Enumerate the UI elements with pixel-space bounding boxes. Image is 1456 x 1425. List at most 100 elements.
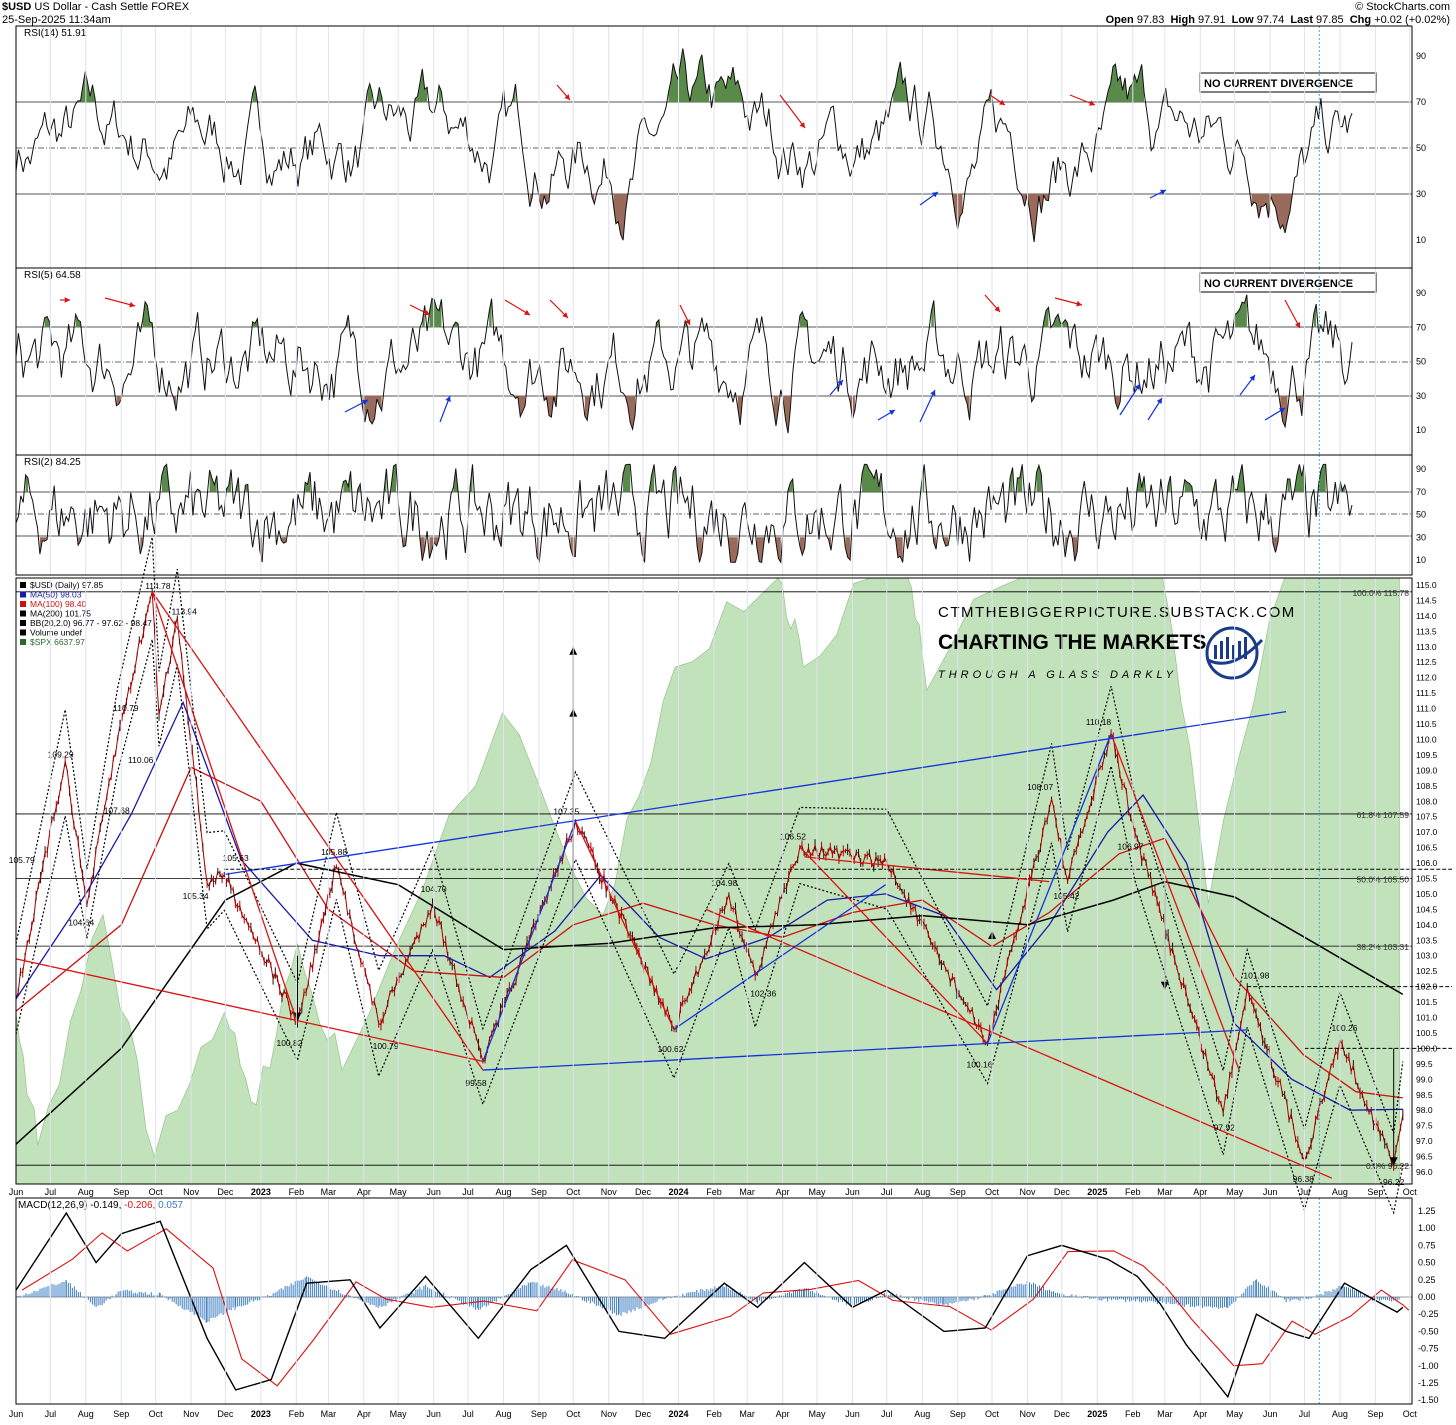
price-axis-tick: 113.5 <box>1416 626 1437 636</box>
x-axis-label: Apr <box>1193 1187 1207 1197</box>
rsi5-panel: 90 70 50 30 10 RSI(5) 64.58 NO CURRENT DIVERGE… <box>15 270 1426 435</box>
last-value: 97.85 <box>1316 14 1344 26</box>
rsi-tick-label: 10 <box>1416 425 1426 435</box>
price-level-label: 110.18 <box>1086 717 1112 727</box>
logo-candle <box>1238 641 1241 659</box>
divergence-arrow <box>556 84 571 101</box>
x-axis-label: 2023 <box>251 1409 271 1419</box>
divergence-arrow <box>829 379 844 396</box>
macd-signal-line <box>21 1228 1410 1387</box>
trend-line <box>705 908 1333 1179</box>
logo-candle <box>1232 645 1235 659</box>
macd-tick-label: -1.25 <box>1418 1378 1439 1388</box>
market: FOREX <box>151 1 190 13</box>
divergence-arrow <box>439 395 451 423</box>
divergence-arrow <box>779 94 806 129</box>
x-axis-label: May <box>808 1187 826 1197</box>
divergence-arrow <box>549 299 569 319</box>
x-axis-label: May <box>390 1409 408 1419</box>
rsi14-label: RSI(14) 51.91 <box>24 28 87 39</box>
price-axis-tick: 114.5 <box>1416 595 1437 605</box>
divergence-line <box>1119 383 1141 416</box>
arrow-head <box>1294 322 1301 328</box>
divergence-arrow <box>409 304 431 316</box>
trend-line <box>151 591 299 1024</box>
legend-swatch <box>20 620 26 626</box>
price-level-label: 114.78 <box>145 581 171 591</box>
x-axis-label: May <box>1226 1187 1244 1197</box>
x-axis-label: Sep <box>950 1187 966 1197</box>
source-credit: © StockCharts.com <box>1355 1 1450 13</box>
price-level-label: 105.63 <box>223 853 249 863</box>
x-axis-label: Jul <box>1299 1187 1311 1197</box>
rsi14-panel: 90 70 50 30 10 RSI(14) 51.91 NO CURRENT DIVERG… <box>15 28 1426 245</box>
macd-tick-label: 0.25 <box>1418 1275 1436 1285</box>
arrow-head <box>1076 300 1082 307</box>
price-level-label: 104.98 <box>711 878 737 888</box>
rsi-tick-label: 10 <box>1416 555 1426 565</box>
x-axis-label: Aug <box>495 1409 511 1419</box>
x-axis-label: Jul <box>881 1409 893 1419</box>
x-axis-label: Mar <box>321 1409 337 1419</box>
arrow-head <box>362 399 368 405</box>
price-level-label: 107.35 <box>553 807 579 817</box>
arrow-head <box>837 380 843 386</box>
x-axis-label: 2023 <box>251 1187 271 1197</box>
price-level-label: 113.94 <box>172 607 198 617</box>
rsi-tick-label: 90 <box>1416 288 1426 298</box>
chg-value: +0.02 (+0.02%) <box>1374 14 1450 26</box>
legend-swatch <box>20 639 26 645</box>
x-axis-label: Feb <box>706 1409 722 1419</box>
price-axis-tick: 101.0 <box>1416 1013 1438 1023</box>
rsi2-line <box>15 463 1353 564</box>
x-axis-label: Oct <box>985 1187 1000 1197</box>
rsi-tick-label: 50 <box>1416 357 1426 367</box>
arrow-head <box>932 192 938 198</box>
arrow-head <box>1279 408 1285 414</box>
rsi14-line <box>15 48 1353 242</box>
high-label: High <box>1170 14 1195 26</box>
price-level-label: 105.34 <box>183 891 209 901</box>
x-axis-label: Feb <box>1125 1187 1141 1197</box>
x-axis-label: Jun <box>1263 1187 1278 1197</box>
macd-tick-label: -0.25 <box>1418 1309 1439 1319</box>
price-axis-tick: 111.5 <box>1416 688 1436 698</box>
x-axis-label: Mar <box>739 1409 755 1419</box>
arrow-head <box>564 94 570 100</box>
divergence-arrow <box>504 299 531 316</box>
x-axis-label: May <box>390 1187 408 1197</box>
x-axis-label: Mar <box>321 1187 337 1197</box>
macd-tick-label: -1.00 <box>1418 1361 1439 1371</box>
divergence-arrow <box>1119 383 1141 416</box>
x-axis-label: Jun <box>426 1409 441 1419</box>
price-axis-tick: 100.5 <box>1416 1028 1438 1038</box>
overbought-fill <box>78 48 1166 102</box>
price-axis-tick: 113.0 <box>1416 642 1437 652</box>
overbought-fill <box>44 294 1317 328</box>
price-level-label: 96.38 <box>1293 1174 1315 1184</box>
price-level-label: 101.98 <box>1243 970 1269 980</box>
macd-line <box>15 1211 1404 1399</box>
x-axis-label: Jul <box>462 1187 474 1197</box>
x-axis-label: 2025 <box>1087 1187 1107 1197</box>
divergence-arrow <box>1239 374 1256 396</box>
price-axis-tick: 103.0 <box>1416 951 1438 961</box>
x-axis-label: Dec <box>217 1187 234 1197</box>
logo-swoosh <box>1207 638 1264 665</box>
legend-entry: MA(100) 98.40 <box>30 599 86 609</box>
fib-label: 61.8% 107.59 <box>1357 810 1410 820</box>
price-axis-tick: 99.5 <box>1416 1059 1433 1069</box>
rsi-tick-label: 30 <box>1416 391 1426 401</box>
logo-candle <box>1220 641 1223 659</box>
logo-candle <box>1214 645 1217 659</box>
price-level-label: 97.92 <box>1214 1123 1236 1133</box>
macd-tick-label: -0.50 <box>1418 1326 1439 1336</box>
target-arrow <box>293 955 302 1021</box>
macd-label: MACD(12,26,9) -0.149, -0.206, 0.057 <box>18 1200 184 1211</box>
legend-entry: $SPX 6637.97 <box>30 637 85 647</box>
x-axis-label: Aug <box>1332 1409 1348 1419</box>
divergence-arrow <box>1054 297 1083 307</box>
price-axis-tick: 100.0 <box>1416 1043 1438 1053</box>
arrow-head <box>524 309 530 315</box>
